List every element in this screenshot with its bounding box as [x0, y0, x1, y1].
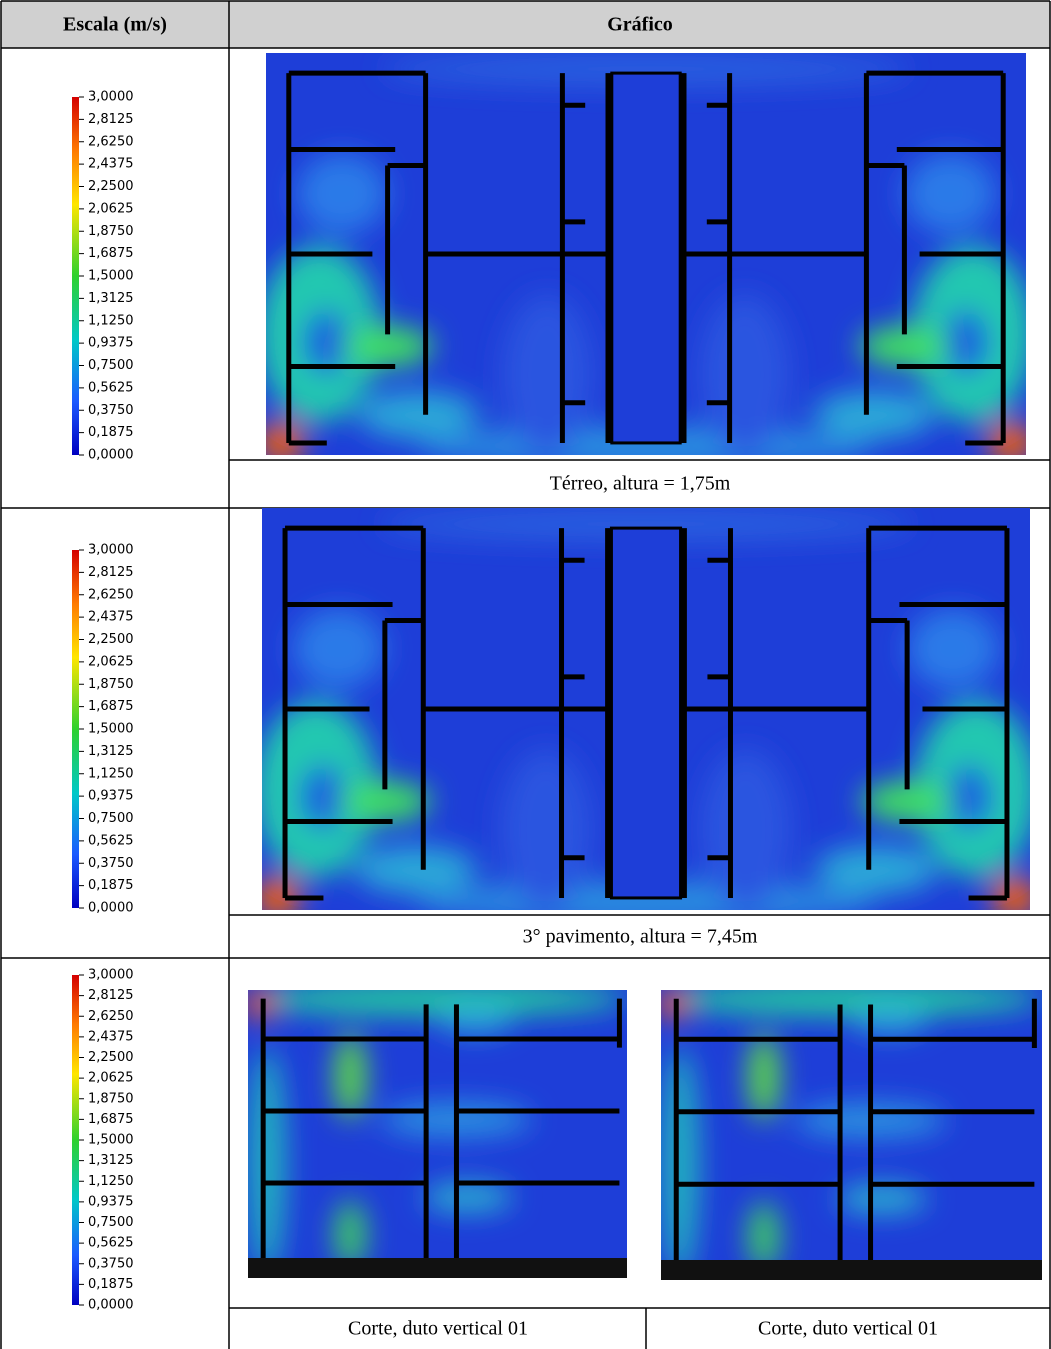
caption: Corte, duto vertical 01 — [758, 1318, 938, 1340]
colorbar — [72, 97, 79, 455]
scale-label: 2,8125 — [88, 565, 134, 580]
flow-blob — [836, 1184, 927, 1213]
scale-label: 2,6250 — [88, 587, 134, 602]
flow-blob — [852, 1005, 928, 1034]
flow-blob — [904, 154, 995, 234]
scale-label: 0,7500 — [88, 1215, 134, 1230]
scale-label: 1,3125 — [88, 744, 134, 759]
flow-blob — [661, 1048, 699, 1280]
scale-label: 2,0625 — [88, 1071, 134, 1086]
scale-label: 0,5625 — [88, 380, 134, 395]
scale-label: 0,1875 — [88, 425, 134, 440]
scale-label: 1,6875 — [88, 1112, 134, 1127]
flow-blob — [813, 391, 935, 439]
page: Escala (m/s) Gráfico Térreo, altura = 1,… — [0, 0, 1051, 1349]
scale-label: 1,8750 — [88, 677, 134, 692]
floor — [248, 1258, 627, 1278]
scale-label: 1,5000 — [88, 722, 134, 737]
scale-label: 1,8750 — [88, 224, 134, 239]
scale-label: 2,4375 — [88, 157, 134, 172]
scale-label: 1,6875 — [88, 699, 134, 714]
scale-label: 0,7500 — [88, 358, 134, 373]
flow-blob — [657, 990, 687, 1019]
flow-blob — [244, 990, 274, 1019]
flow-blob — [438, 1004, 514, 1033]
scale-label: 1,1250 — [88, 1174, 134, 1189]
flow-blob — [248, 981, 627, 1016]
scale-label: 1,6875 — [88, 246, 134, 261]
scale-label: 2,0625 — [88, 654, 134, 669]
scale-label: 1,1250 — [88, 766, 134, 781]
scale-label: 1,3125 — [88, 291, 134, 306]
colorbar — [72, 550, 79, 908]
flow-blob — [815, 846, 938, 894]
scale-label: 0,7500 — [88, 811, 134, 826]
core — [612, 73, 680, 443]
header-scale: Escala (m/s) — [63, 14, 167, 36]
cfd-section — [244, 981, 627, 1278]
caption: Corte, duto vertical 01 — [348, 1318, 528, 1340]
scale-label: 0,3750 — [88, 856, 134, 871]
flow-blob — [700, 749, 792, 910]
flow-blob — [500, 749, 592, 910]
scale-label: 2,6250 — [88, 134, 134, 149]
flow-blob — [422, 1183, 513, 1212]
scale-label: 2,4375 — [88, 1029, 134, 1044]
scale-label: 1,3125 — [88, 1153, 134, 1168]
scale-label: 0,1875 — [88, 878, 134, 893]
cfd-section — [657, 981, 1042, 1280]
scale-label: 0,5625 — [88, 1236, 134, 1251]
floor — [661, 1260, 1042, 1280]
scale-label: 0,3750 — [88, 403, 134, 418]
scale-label: 1,1250 — [88, 313, 134, 328]
flow-blob — [296, 154, 387, 234]
flow-blob — [248, 1048, 286, 1278]
scale-label: 2,6250 — [88, 1009, 134, 1024]
scale-label: 1,8750 — [88, 1091, 134, 1106]
scale-label: 0,0000 — [88, 448, 134, 463]
scale-label: 3,0000 — [88, 968, 134, 983]
flow-blob — [357, 391, 479, 439]
flow-blob — [293, 609, 385, 689]
scale-label: 2,2500 — [88, 632, 134, 647]
flow-blob — [699, 294, 790, 455]
scale-label: 2,2500 — [88, 179, 134, 194]
flow-blob — [335, 1033, 365, 1119]
scale-label: 2,8125 — [88, 112, 134, 127]
flow-blob — [749, 1034, 779, 1121]
scale-label: 3,0000 — [88, 543, 134, 558]
colorbar — [72, 975, 79, 1305]
scale-label: 2,4375 — [88, 610, 134, 625]
scale-label: 0,0000 — [88, 1298, 134, 1313]
scale-label: 0,1875 — [88, 1277, 134, 1292]
flow-blob — [661, 981, 1042, 1016]
cfd-plan — [258, 53, 1033, 467]
scale-label: 0,9375 — [88, 789, 134, 804]
scale-label: 2,8125 — [88, 988, 134, 1003]
scale-label: 0,9375 — [88, 336, 134, 351]
header-graphic: Gráfico — [607, 14, 673, 36]
flow-blob — [502, 294, 593, 455]
core — [611, 528, 680, 898]
flow-blob — [907, 609, 999, 689]
scale-label: 1,5000 — [88, 1133, 134, 1148]
scale-label: 2,2500 — [88, 1050, 134, 1065]
scale-label: 0,5625 — [88, 833, 134, 848]
scale-label: 0,3750 — [88, 1256, 134, 1271]
scale-label: 0,0000 — [88, 901, 134, 916]
flow-blob — [354, 846, 477, 894]
scale-label: 2,0625 — [88, 201, 134, 216]
scale-label: 3,0000 — [88, 90, 134, 105]
scale-label: 0,9375 — [88, 1194, 134, 1209]
cfd-plan — [254, 508, 1037, 922]
caption: 3° pavimento, altura = 7,45m — [523, 926, 758, 948]
caption: Térreo, altura = 1,75m — [550, 473, 731, 495]
scale-label: 1,5000 — [88, 269, 134, 284]
